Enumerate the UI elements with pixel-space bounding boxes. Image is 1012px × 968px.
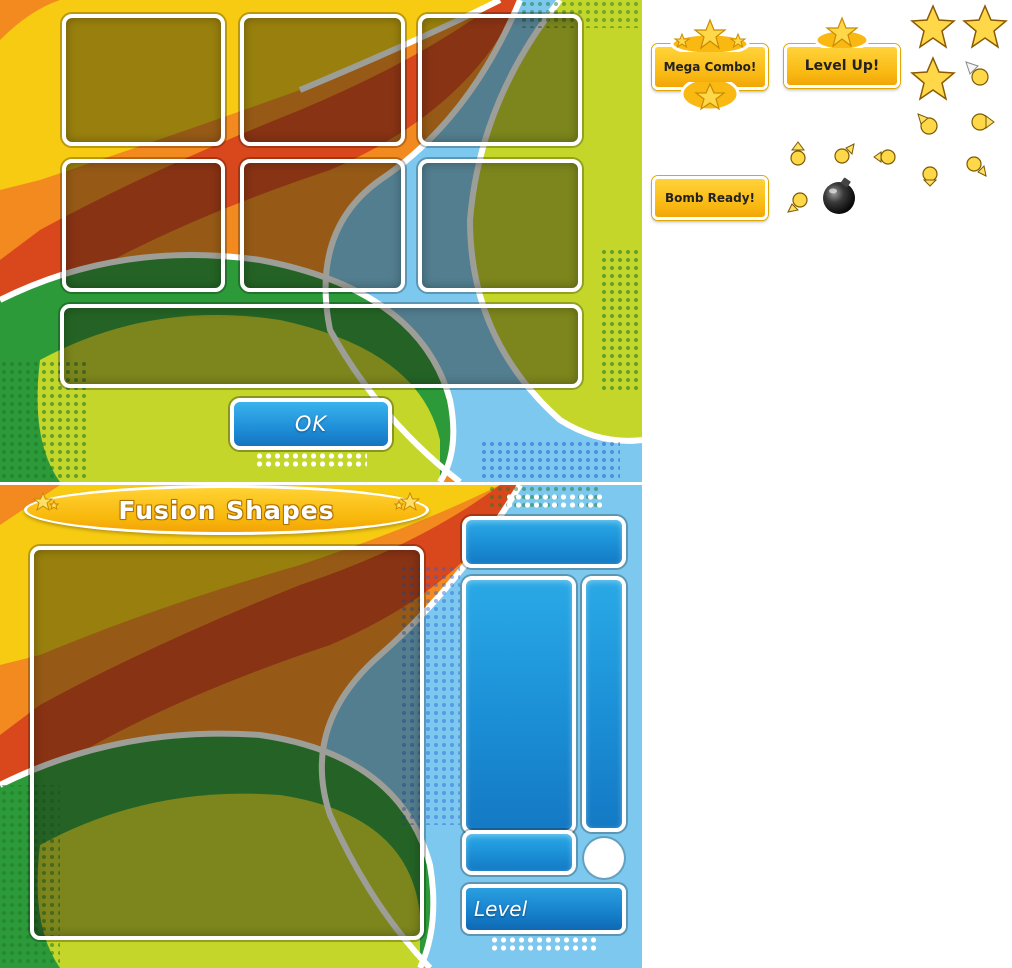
arrow-icon — [917, 113, 938, 135]
star-icon — [394, 492, 420, 512]
stat-slot-3 — [418, 14, 582, 146]
star-icon — [670, 18, 750, 52]
stat-slot-6 — [418, 159, 582, 292]
summary-bar — [60, 304, 582, 388]
score-display — [462, 516, 626, 568]
star-icon — [814, 16, 870, 48]
arrow-icon — [790, 141, 806, 166]
arrow-icon — [873, 149, 896, 165]
star-icon — [962, 4, 1008, 49]
arrow-icon — [971, 113, 995, 131]
stat-slot-1 — [62, 14, 225, 146]
arrow-icon — [787, 192, 808, 213]
stat-slot-5 — [240, 159, 405, 292]
dots-decoration — [505, 493, 605, 509]
arrow-icon — [922, 166, 938, 187]
bomb-icon — [823, 177, 855, 214]
game-title: Fusion Shapes — [118, 496, 335, 525]
results-screen: OK — [0, 0, 642, 482]
stat-slot-4 — [62, 159, 225, 292]
arrow-icon — [834, 143, 855, 164]
ok-button[interactable]: OK — [230, 398, 392, 450]
next-piece-panel — [462, 576, 576, 834]
info-panel — [462, 830, 576, 875]
dots-decoration — [255, 452, 367, 468]
level-display: Level — [462, 884, 626, 934]
dots-decoration — [490, 936, 600, 952]
arrow-icon — [966, 156, 987, 177]
star-icon — [910, 56, 956, 101]
stat-slot-2 — [240, 14, 405, 146]
star-icon — [33, 492, 59, 512]
star-icon — [680, 82, 740, 112]
progress-meter — [582, 576, 626, 832]
game-board[interactable] — [30, 546, 424, 940]
star-icon — [910, 4, 956, 49]
level-up-badge: Level Up! — [784, 44, 900, 88]
bomb-ready-badge: Bomb Ready! — [652, 176, 768, 220]
bomb-slot[interactable] — [584, 838, 624, 878]
arrow-icon — [965, 61, 989, 86]
title-banner: Fusion Shapes — [24, 485, 429, 535]
